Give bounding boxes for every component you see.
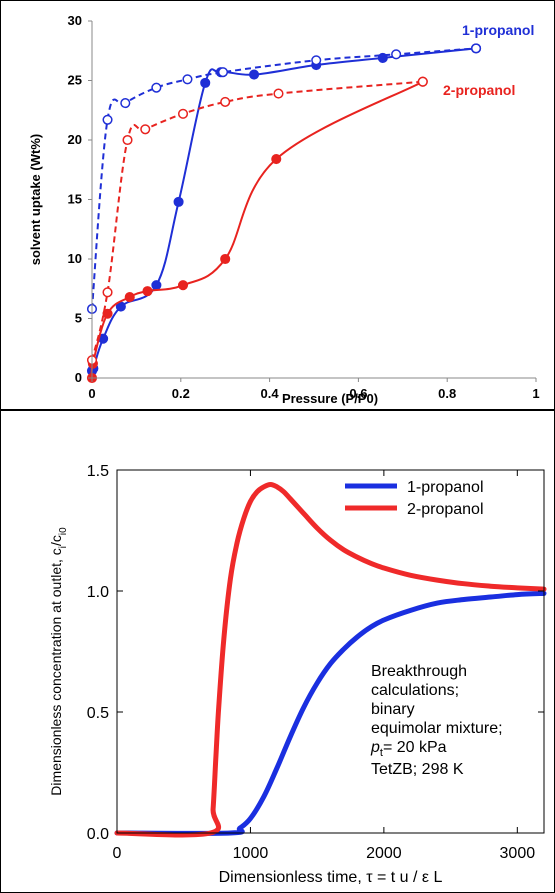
data-point	[471, 43, 482, 54]
data-point	[217, 67, 229, 78]
y-tick-label: 30	[68, 13, 82, 28]
x-tick-label: 0	[88, 386, 95, 401]
y-axis-title-sub-i: i	[58, 546, 69, 548]
y-tick-label: 1.0	[87, 584, 109, 601]
panel-divider	[0, 409, 555, 411]
annotation-line: equimolar mixture;	[371, 720, 503, 737]
data-point	[200, 77, 211, 88]
annotation-line: calculations;	[371, 682, 459, 699]
data-point	[115, 301, 126, 312]
annotation-pressure: pt= 20 kPa	[370, 739, 447, 759]
data-point	[151, 82, 162, 93]
y-axis-title: solvent uptake (Wt%)	[28, 134, 43, 265]
y-tick-label: 1.5	[87, 463, 109, 480]
annotation-line: Breakthrough	[371, 663, 467, 680]
data-point	[220, 253, 231, 265]
y-tick-label: 25	[68, 73, 82, 88]
data-point	[311, 55, 322, 66]
x-tick-label: 0.4	[261, 386, 280, 401]
data-point	[182, 74, 193, 85]
isotherm-chart: 0 5 10 15 20 25 30 0 0.2 0.4 0.6 0.8 1 Pressure (P/P0…	[28, 13, 540, 406]
data-point	[173, 196, 184, 207]
plot-frame	[116, 469, 545, 834]
x-tick-label: 0.8	[438, 386, 456, 401]
data-point	[417, 76, 428, 87]
y-tick-label: 0	[75, 370, 82, 385]
annotation-pressure-p: p	[370, 739, 380, 756]
y-tick-label: 10	[68, 251, 82, 266]
data-point	[273, 88, 284, 99]
x-axis-title: Dimensionless time, τ = t u / ε L	[219, 869, 443, 886]
annotation-1-propanol: 1-propanol	[462, 22, 534, 38]
x-tick-label: 3000	[500, 845, 536, 862]
x-tick-label: 1	[532, 386, 539, 401]
x-tick-label: 1000	[233, 845, 269, 862]
y-tick-label: 5	[75, 311, 82, 326]
data-point	[102, 114, 113, 125]
data-point	[120, 98, 131, 109]
annotation-2-propanol: 2-propanol	[443, 82, 515, 98]
x-tick-label: 0.6	[349, 386, 367, 401]
data-point	[102, 287, 113, 298]
y-axis-title-mid: /c	[48, 535, 64, 546]
data-point	[142, 286, 153, 297]
x-axis-title: Pressure (P/P0)	[282, 391, 378, 406]
data-point	[391, 49, 402, 60]
x-tick-label: 0	[113, 845, 122, 862]
y-tick-label: 20	[68, 132, 82, 147]
y-axis-title-sub-i0: i0	[58, 527, 69, 535]
annotation-pressure-value: = 20 kPa	[383, 739, 447, 756]
x-tick-label: 0.2	[172, 386, 190, 401]
y-tick-label: 15	[68, 192, 82, 207]
data-point	[140, 124, 151, 135]
curve-1-propanol	[114, 590, 547, 836]
legend-label: 2-propanol	[407, 501, 484, 518]
series-line-1-propanol-desorption	[91, 47, 477, 310]
legend-label: 1-propanol	[407, 479, 484, 496]
data-point	[102, 308, 113, 319]
data-point	[124, 292, 135, 303]
annotation-line: binary	[371, 701, 415, 718]
data-point	[220, 96, 231, 107]
y-axis-title-main: Dimensionless concentration at outlet, c	[48, 548, 64, 795]
data-point	[249, 69, 260, 80]
annotation-conditions: TetZB; 298 K	[371, 761, 464, 778]
data-point	[271, 153, 282, 165]
y-tick-label: 0.5	[87, 705, 109, 722]
data-point	[122, 134, 133, 146]
data-point	[177, 108, 189, 119]
y-tick-label: 0.0	[87, 826, 109, 843]
y-axis-title: Dimensionless concentration at outlet, c…	[48, 527, 69, 796]
curve-2-propanol	[114, 482, 547, 838]
x-tick-label: 2000	[366, 845, 402, 862]
data-point	[177, 280, 189, 291]
annotation-pressure-sub: t	[380, 747, 383, 759]
